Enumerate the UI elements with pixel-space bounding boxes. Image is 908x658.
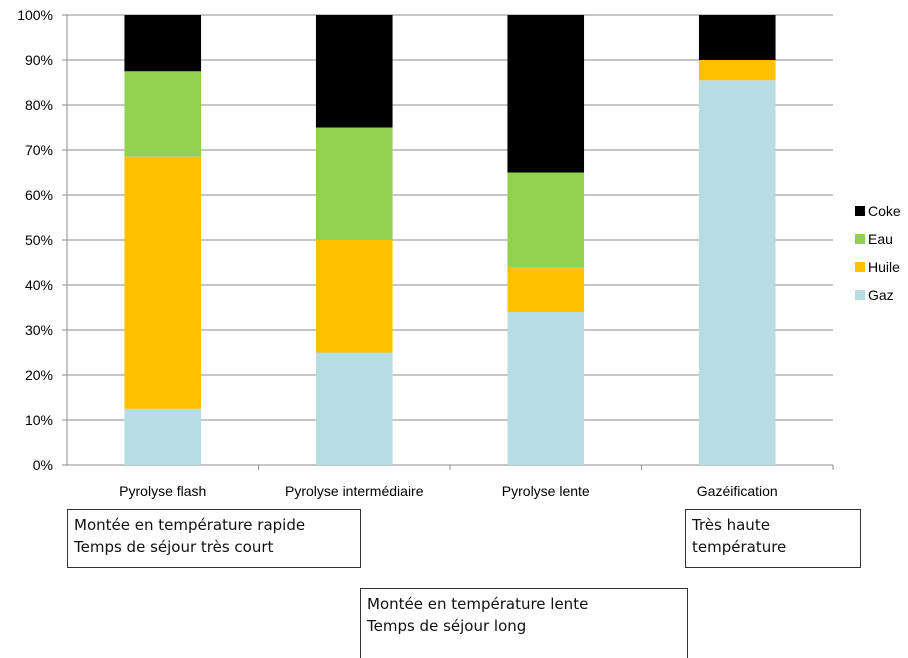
bar-eau — [507, 172, 585, 267]
bar-eau — [124, 71, 202, 157]
x-tick-label: Pyrolyse intermédiaire — [285, 483, 424, 499]
annotation-lente-line-2: Temps de séjour long — [367, 617, 527, 635]
annotation-lente-box: Montée en température lente Temps de séj… — [360, 588, 688, 658]
annotation-flash-box: Montée en température rapide Temps de sé… — [67, 509, 361, 568]
legend-swatch-eau — [855, 234, 865, 244]
bar-huile — [124, 156, 202, 409]
bar-gaz — [315, 352, 393, 465]
y-tick-label: 90% — [25, 52, 53, 68]
legend-swatch-coke — [855, 206, 865, 216]
stacked-bar-chart: 0% 10% 20% 30% 40% 50% 60% 70% 80% 90% 100% Pyrolys… — [17, 7, 901, 499]
bar-huile — [698, 60, 776, 81]
y-tick-label: 80% — [25, 97, 53, 113]
y-tick-label: 100% — [17, 7, 53, 23]
x-tick-label: Pyrolyse flash — [119, 483, 206, 499]
legend-swatch-gaz — [855, 290, 865, 300]
y-tick-label: 60% — [25, 187, 53, 203]
annotation-flash-line-1: Montée en température rapide — [74, 516, 306, 534]
annotation-gazeification-line-1: Très haute — [692, 516, 770, 534]
annotation-gazeification-box: Très haute température — [685, 509, 861, 568]
bar-coke — [507, 15, 585, 173]
legend-label-coke: Coke — [868, 203, 901, 219]
bar-coke — [698, 15, 776, 60]
annotation-gazeification-line-2: température — [692, 538, 787, 556]
annotation-flash-line-2: Temps de séjour très court — [74, 538, 274, 556]
y-tick-label: 40% — [25, 277, 53, 293]
bar-eau — [315, 127, 393, 240]
bar-gaz — [507, 312, 585, 465]
bar-gaz — [124, 408, 202, 465]
bar-gaz — [698, 80, 776, 465]
annotation-lente-line-1: Montée en température lente — [367, 595, 589, 613]
legend-label-gaz: Gaz — [868, 287, 894, 303]
legend-label-eau: Eau — [868, 231, 893, 247]
y-tick-label: 50% — [25, 232, 53, 248]
bar-huile — [507, 267, 585, 312]
bar-coke — [315, 15, 393, 128]
bar-huile — [315, 240, 393, 353]
y-tick-label: 10% — [25, 412, 53, 428]
x-tick-label: Gazéification — [697, 483, 778, 499]
bar-coke — [124, 15, 202, 72]
y-tick-label: 20% — [25, 367, 53, 383]
legend-swatch-huile — [855, 262, 865, 272]
x-tick-label: Pyrolyse lente — [502, 483, 590, 499]
y-tick-label: 0% — [33, 457, 53, 473]
y-tick-label: 30% — [25, 322, 53, 338]
y-tick-label: 70% — [25, 142, 53, 158]
legend-label-huile: Huile — [868, 259, 900, 275]
